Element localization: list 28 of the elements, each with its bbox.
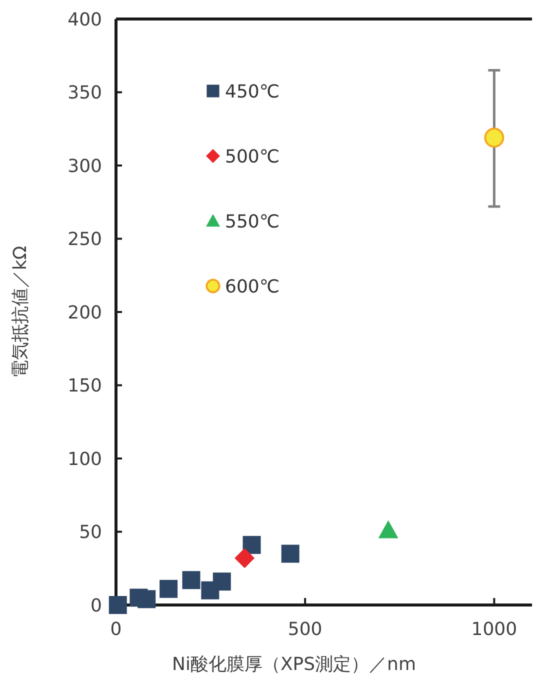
legend-label: 500℃ bbox=[225, 146, 280, 168]
y-tick-label: 200 bbox=[68, 302, 102, 324]
point bbox=[138, 590, 156, 608]
point bbox=[182, 571, 200, 590]
y-axis-title: 電気抵抗値／kΩ bbox=[10, 246, 31, 378]
point bbox=[281, 544, 300, 563]
x-tick-label: 1000 bbox=[471, 619, 518, 640]
y-tick-label: 150 bbox=[68, 376, 102, 397]
y-tick-label: 300 bbox=[68, 156, 102, 177]
point bbox=[378, 520, 398, 538]
legend-label: 450℃ bbox=[225, 81, 280, 102]
y-tick-label: 350 bbox=[68, 82, 102, 104]
point bbox=[108, 596, 127, 614]
y-tick-label: 250 bbox=[68, 229, 102, 250]
y-tick-label: 0 bbox=[90, 595, 102, 616]
legend-label: 600℃ bbox=[225, 276, 280, 298]
x-axis-title: Ni酸化膜厚（XPS測定）／nm bbox=[172, 654, 416, 675]
y-tick-label: 400 bbox=[68, 9, 102, 30]
point bbox=[212, 572, 231, 591]
legend-label: 550℃ bbox=[225, 211, 280, 232]
point bbox=[160, 580, 178, 598]
point bbox=[242, 536, 261, 554]
x-tick-label: 0 bbox=[110, 619, 122, 640]
x-tick-label: 500 bbox=[288, 619, 322, 640]
point bbox=[484, 128, 504, 148]
y-tick-label: 100 bbox=[68, 448, 102, 470]
y-tick-label: 50 bbox=[79, 522, 102, 544]
point bbox=[234, 548, 255, 568]
